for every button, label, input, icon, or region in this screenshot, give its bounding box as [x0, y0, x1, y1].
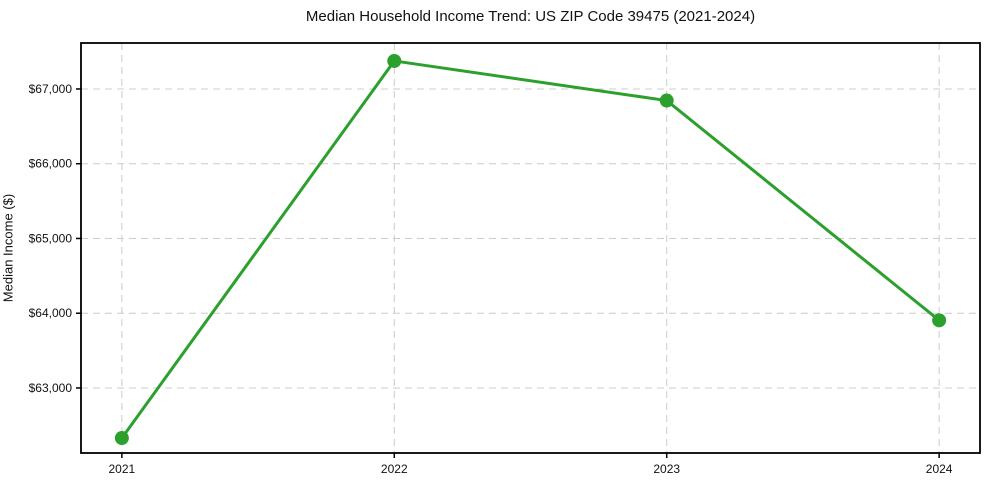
x-tick-label: 2024 — [926, 462, 953, 476]
x-tick-label: 2023 — [653, 462, 680, 476]
y-tick-label: $64,000 — [29, 306, 73, 320]
plot-background — [81, 43, 980, 453]
data-point-marker — [387, 53, 402, 68]
y-tick-label: $63,000 — [29, 381, 73, 395]
x-tick-label: 2022 — [381, 462, 408, 476]
axes-spines — [80, 42, 981, 454]
y-tick-label: $66,000 — [29, 157, 73, 171]
y-tick-label: $65,000 — [29, 231, 73, 245]
x-tick-label: 2021 — [109, 462, 136, 476]
chart-title: Median Household Income Trend: US ZIP Co… — [305, 8, 756, 25]
y-tick-label: $67,000 — [29, 82, 73, 96]
data-point-marker — [659, 93, 674, 108]
trend-line — [120, 59, 941, 440]
data-point-marker — [114, 431, 129, 446]
data-point-marker — [932, 313, 947, 328]
